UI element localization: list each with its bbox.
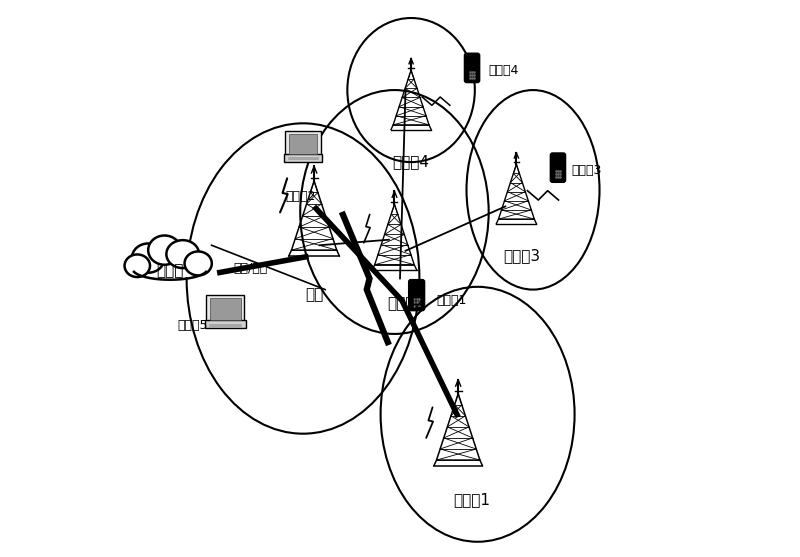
Ellipse shape <box>125 255 150 277</box>
Text: 移动台3: 移动台3 <box>572 164 602 177</box>
Ellipse shape <box>166 240 199 268</box>
Text: 移动台5: 移动台5 <box>177 319 207 332</box>
Text: 中继站1: 中继站1 <box>454 492 490 507</box>
Text: 移动台1: 移动台1 <box>436 294 466 307</box>
FancyBboxPatch shape <box>409 280 425 311</box>
FancyBboxPatch shape <box>210 298 241 320</box>
FancyBboxPatch shape <box>289 134 318 154</box>
Text: 移动台4: 移动台4 <box>489 64 519 77</box>
FancyBboxPatch shape <box>285 154 322 162</box>
FancyBboxPatch shape <box>206 295 245 323</box>
Text: 核心网: 核心网 <box>156 263 184 278</box>
FancyBboxPatch shape <box>465 53 480 82</box>
FancyBboxPatch shape <box>550 153 566 182</box>
Text: 基站: 基站 <box>305 287 323 302</box>
Ellipse shape <box>148 236 181 265</box>
Bar <box>131 261 209 277</box>
FancyBboxPatch shape <box>286 131 321 157</box>
Text: 中继站2: 中继站2 <box>387 295 424 310</box>
FancyBboxPatch shape <box>206 320 246 328</box>
Text: 中继站3: 中继站3 <box>503 248 541 263</box>
Text: 光缆/电缆: 光缆/电缆 <box>234 262 268 275</box>
Ellipse shape <box>185 251 212 275</box>
Text: 中继站4: 中继站4 <box>393 154 430 169</box>
Text: 移动台2: 移动台2 <box>285 190 315 203</box>
Ellipse shape <box>132 243 165 273</box>
